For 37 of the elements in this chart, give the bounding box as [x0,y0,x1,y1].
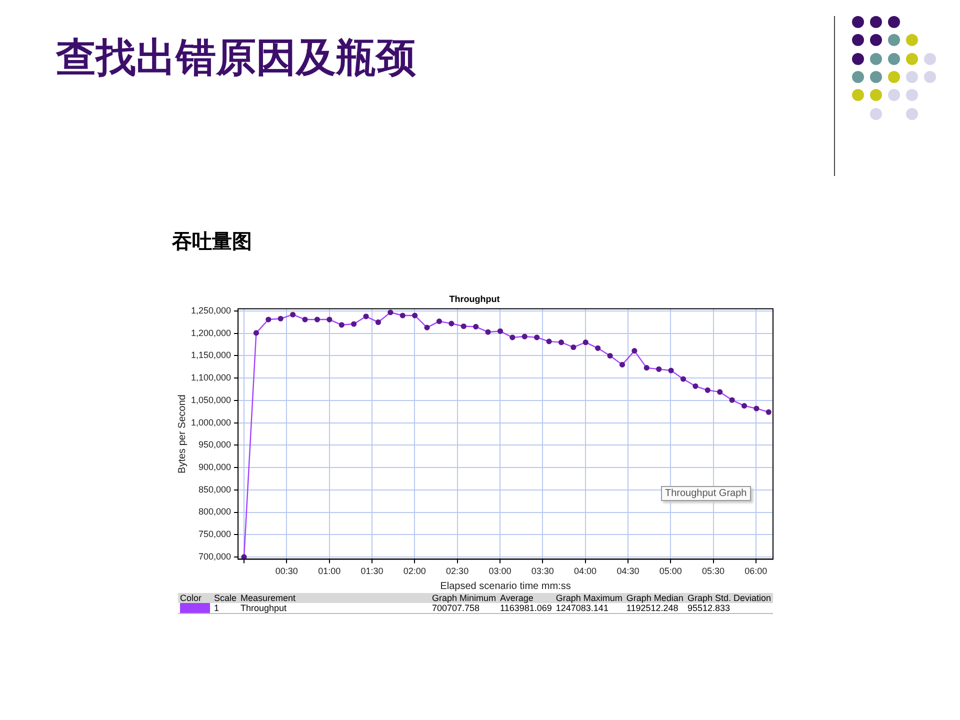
x-tick-label: 06:00 [744,566,768,576]
text: 1 [213,603,220,614]
x-tick-label: 01:00 [318,566,341,576]
text: 1192512.248 [625,603,680,614]
y-tick-label: 950,000 [198,440,232,450]
y-tick-label: 1,150,000 [190,350,232,360]
x-tick-label: 02:00 [403,566,426,576]
chart-title: 查找出错原因及瓶颈 [56,34,416,83]
x-tick-label: 00:30 [275,566,298,576]
x-tick-label: 05:00 [659,566,682,576]
x-tick-label: 04:30 [616,566,640,576]
y-tick-label: 800,000 [198,506,232,517]
y-tick-label: 700,000 [198,551,232,562]
y-tick-label: 750,000 [198,529,232,540]
y-tick-label: 850,000 [198,484,232,494]
y-axis-title: Bytes per Second [176,394,188,474]
annotation: Throughput Graph [661,486,751,501]
chart-subtitle: 吞吐量图 [172,228,252,255]
x-tick-label: 03:00 [488,566,512,576]
x-tick-label: 03:30 [531,566,554,576]
text: Throughput [240,603,288,614]
x-axis-title: Elapsed scenario time mm:ss [440,580,571,592]
y-tick-label: 1,050,000 [190,394,232,405]
y-tick-label: 1,250,000 [190,306,232,316]
text: 1247083.141 [554,603,610,614]
y-tick-label: 900,000 [198,462,232,472]
x-tick-label: 04:00 [574,566,597,576]
text: 700707.758 [430,603,481,614]
y-tick-label: 1,200,000 [190,328,232,338]
text: 95512.833 [686,603,731,614]
y-tick-label: 1,100,000 [190,372,232,383]
x-tick-label: 01:30 [360,566,384,576]
x-tick-label: 02:30 [446,566,469,576]
y-tick-label: 1,000,000 [190,417,232,428]
text: Throughput [449,294,500,304]
text: 1163981.069 [499,603,553,614]
x-tick-label: 05:30 [702,566,725,576]
